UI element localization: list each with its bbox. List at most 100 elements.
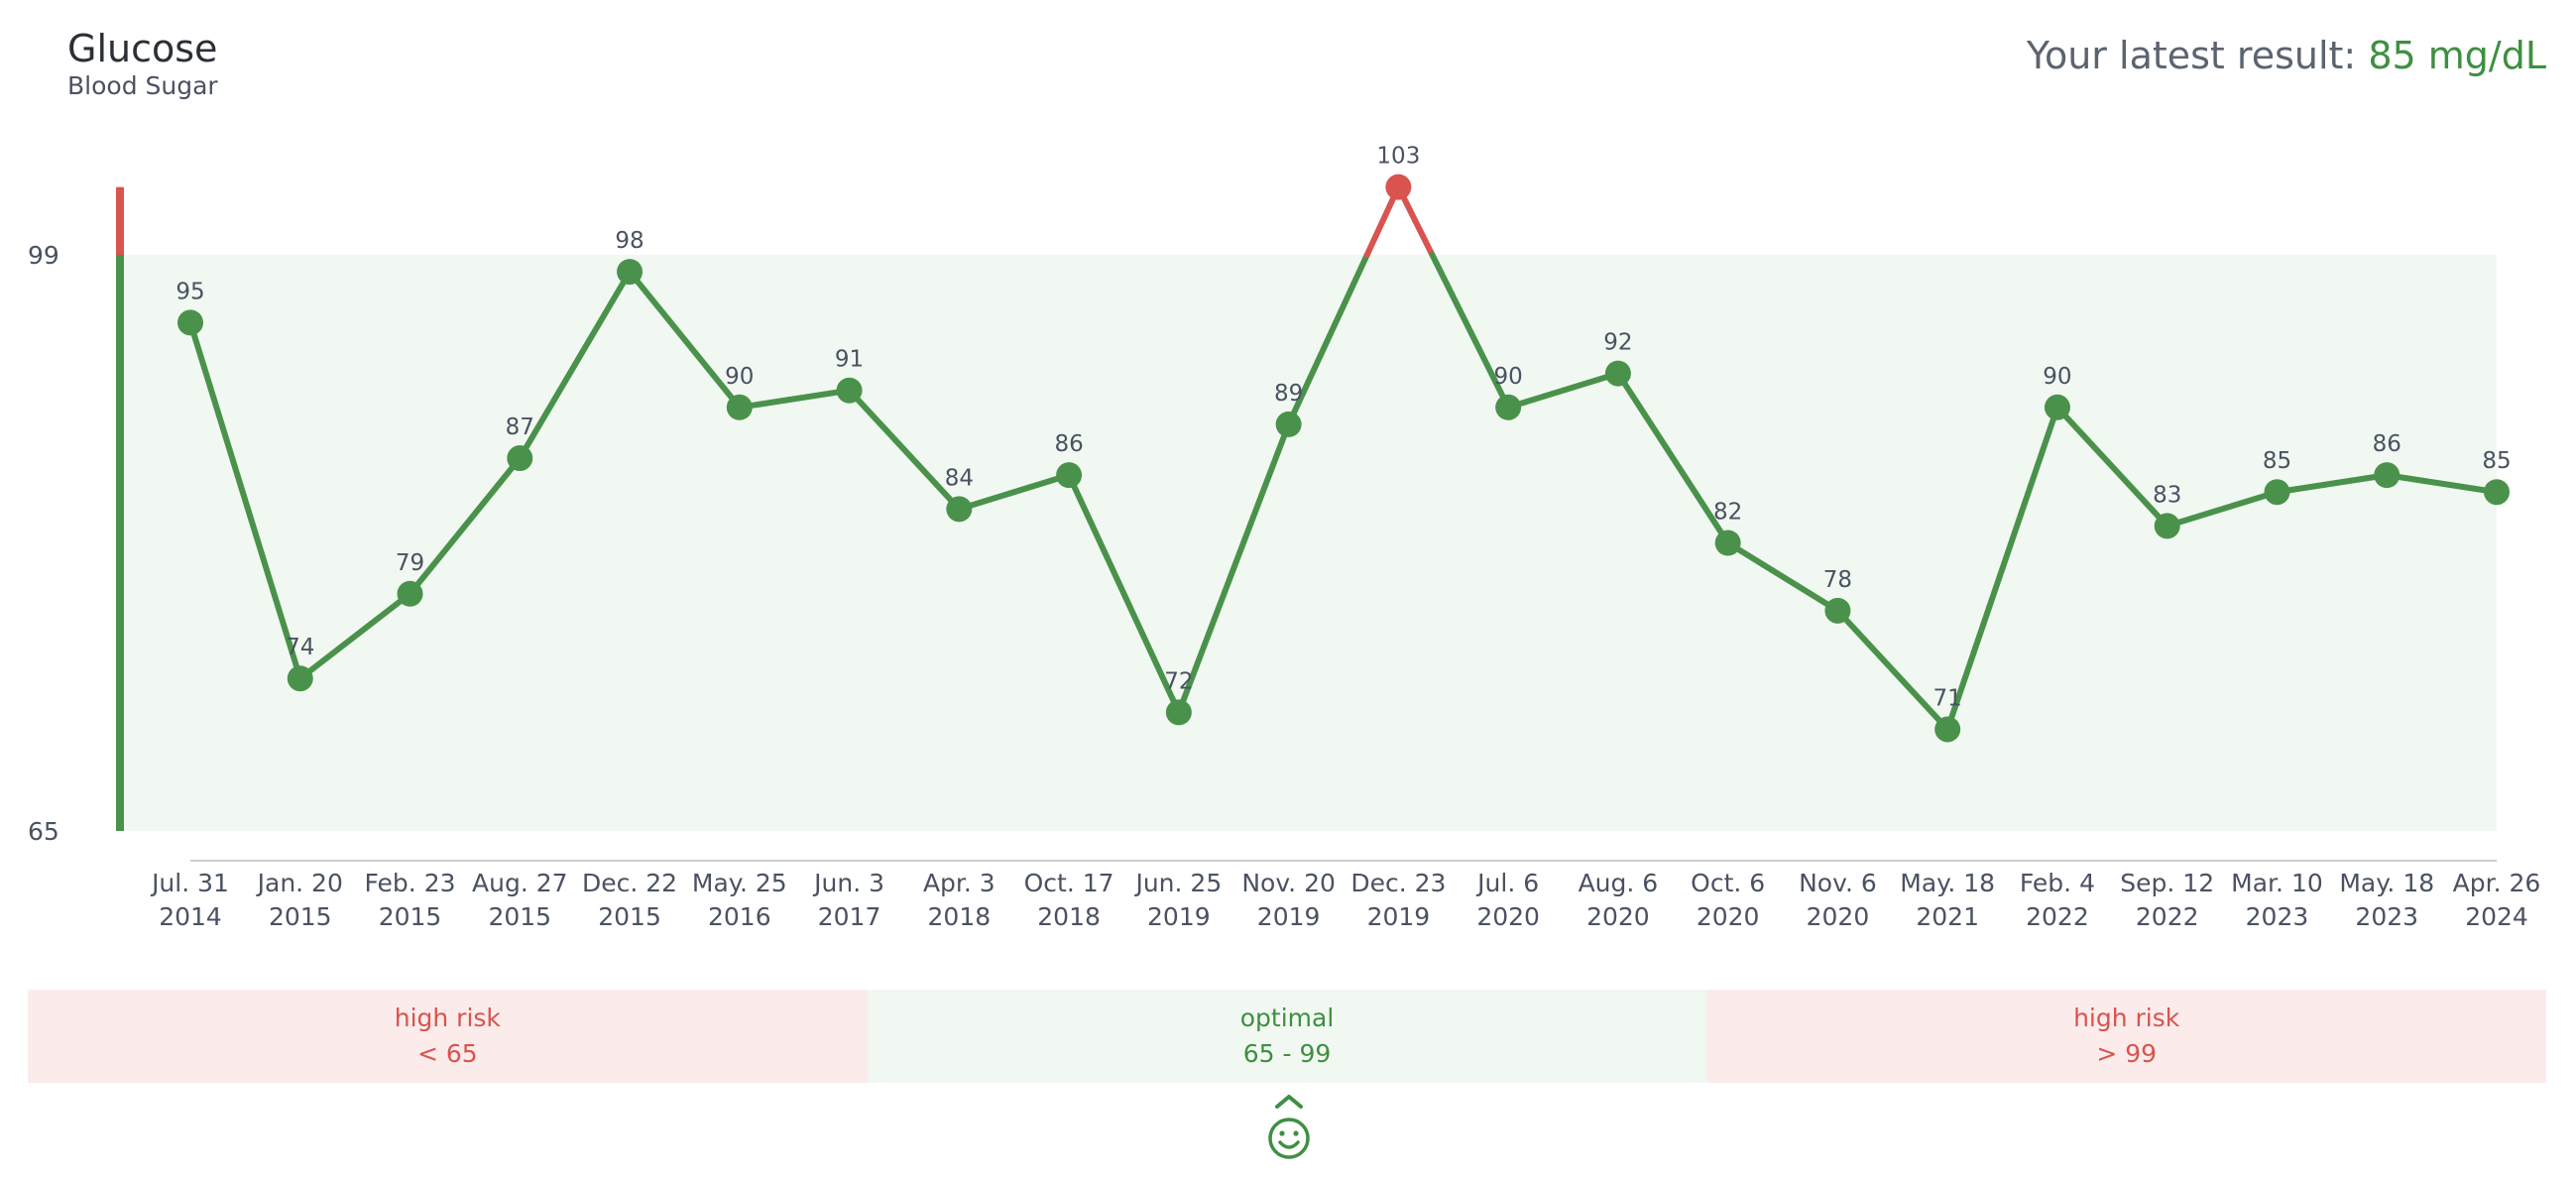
data-point bbox=[287, 665, 313, 692]
page-title: Glucose bbox=[67, 27, 218, 70]
data-point bbox=[1385, 174, 1412, 200]
chart-header: Glucose Blood Sugar bbox=[67, 26, 218, 101]
series-line-segment bbox=[1724, 539, 1841, 614]
x-tick-label: Feb. 4 2022 bbox=[2020, 869, 2095, 931]
data-value-label: 90 bbox=[2043, 364, 2071, 390]
data-point bbox=[836, 377, 863, 404]
series-line-segment bbox=[956, 472, 1073, 513]
range-optimal: optimal 65 - 99 bbox=[867, 990, 1707, 1083]
latest-result: Your latest result: 85 mg/dL bbox=[2027, 34, 2546, 77]
latest-result-label: Your latest result: bbox=[2026, 34, 2357, 77]
data-value-label: 90 bbox=[1494, 364, 1523, 390]
data-point bbox=[1495, 394, 1522, 420]
data-point bbox=[617, 259, 644, 286]
smiley-face-icon bbox=[1268, 1095, 1310, 1159]
data-value-label: 83 bbox=[2153, 482, 2181, 508]
x-tick-label: Jul. 6 2020 bbox=[1475, 869, 1540, 931]
data-point bbox=[2264, 479, 2290, 506]
data-point bbox=[397, 580, 423, 607]
x-tick-label: Apr. 26 2024 bbox=[2453, 869, 2541, 931]
series-line-segment bbox=[846, 387, 963, 513]
series-line-segment bbox=[1944, 404, 2060, 733]
data-point bbox=[1275, 411, 1302, 437]
series-line-segment bbox=[407, 455, 524, 597]
data-value-label: 95 bbox=[176, 279, 204, 304]
data-value-label: 85 bbox=[2263, 448, 2291, 474]
x-tick-label: Dec. 23 2019 bbox=[1350, 869, 1446, 931]
y-tick-label: 65 bbox=[28, 817, 59, 846]
x-tick-label: Apr. 3 2018 bbox=[923, 869, 995, 931]
data-value-label: 79 bbox=[396, 550, 424, 576]
x-tick-label: Oct. 6 2020 bbox=[1691, 869, 1765, 931]
data-value-label: 92 bbox=[1603, 330, 1632, 356]
x-tick-label: May. 25 2016 bbox=[692, 869, 787, 931]
page-subtitle: Blood Sugar bbox=[67, 71, 218, 100]
data-point bbox=[2374, 462, 2400, 489]
x-tick-label: May. 18 2021 bbox=[1900, 869, 1995, 931]
data-point bbox=[1934, 716, 1961, 743]
range-bar-normal-segment bbox=[116, 255, 124, 831]
data-value-label: 78 bbox=[1823, 567, 1852, 593]
x-tick-label: Dec. 22 2015 bbox=[582, 869, 677, 931]
series-line-segment bbox=[1066, 472, 1182, 716]
data-value-label: 89 bbox=[1274, 381, 1303, 407]
data-value-label: 90 bbox=[725, 364, 754, 390]
range-optimal-label: optimal bbox=[1239, 1004, 1335, 1032]
series-line-segment bbox=[1505, 370, 1621, 411]
x-tick-label: Aug. 6 2020 bbox=[1579, 869, 1659, 931]
x-tick-label: May. 18 2023 bbox=[2339, 869, 2434, 931]
latest-result-value: 85 mg/dL bbox=[2368, 34, 2546, 77]
data-value-label: 86 bbox=[1054, 431, 1083, 457]
data-point bbox=[2154, 513, 2180, 539]
data-value-label: 85 bbox=[2482, 448, 2511, 474]
series-line-segment bbox=[1834, 607, 1951, 733]
x-tick-label: Nov. 6 2020 bbox=[1799, 869, 1877, 931]
x-tick-label: Jun. 25 2019 bbox=[1133, 869, 1222, 931]
y-tick-label: 99 bbox=[28, 241, 59, 270]
data-value-label: 87 bbox=[506, 414, 534, 440]
data-point bbox=[1714, 530, 1741, 556]
normal-range-band bbox=[123, 255, 2497, 831]
range-high-risk: high risk > 99 bbox=[1706, 990, 2547, 1083]
data-value-label: 86 bbox=[2373, 431, 2401, 457]
data-point bbox=[726, 394, 753, 420]
series-line-segment bbox=[296, 590, 413, 682]
series-line-segment bbox=[2384, 472, 2500, 496]
data-point bbox=[2484, 479, 2510, 506]
x-tick-label: Jan. 20 2015 bbox=[256, 869, 343, 931]
data-point bbox=[507, 445, 533, 472]
x-tick-label: Feb. 23 2015 bbox=[365, 869, 456, 931]
data-value-label: 91 bbox=[835, 347, 864, 373]
glucose-line-chart: 99 65 Jul. 31 2014 Jan. 20 2015 Feb. 23 2015 Aug… bbox=[28, 144, 2541, 931]
range-low-value: < 65 bbox=[416, 1039, 478, 1068]
range-optimal-value: 65 - 99 bbox=[1242, 1039, 1332, 1068]
series-line-segment bbox=[1614, 370, 1731, 546]
range-bar-high-segment bbox=[116, 186, 124, 255]
data-point bbox=[1056, 462, 1083, 489]
data-point bbox=[177, 309, 203, 336]
data-value-label: 98 bbox=[615, 228, 644, 254]
range-low-label: high risk bbox=[394, 1004, 501, 1032]
x-tick-label: Mar. 10 2023 bbox=[2231, 869, 2323, 931]
x-tick-label: Jul. 31 2014 bbox=[150, 869, 229, 931]
series-line-segment bbox=[1285, 252, 1370, 427]
series-line-segment bbox=[2164, 489, 2281, 530]
series-line-segment bbox=[627, 269, 743, 411]
data-value-label: 82 bbox=[1713, 500, 1742, 526]
x-tick-label: Sep. 12 2022 bbox=[2120, 869, 2214, 931]
data-value-label: 72 bbox=[1164, 668, 1193, 694]
range-high-label: high risk bbox=[2073, 1004, 2180, 1032]
x-tick-label: Oct. 17 2018 bbox=[1024, 869, 1114, 931]
series-line-segment bbox=[517, 269, 634, 462]
range-low-risk: high risk < 65 bbox=[28, 990, 868, 1083]
series-line-segment bbox=[736, 387, 853, 411]
data-value-label: 71 bbox=[1933, 685, 1962, 711]
data-value-label: 84 bbox=[945, 465, 974, 491]
data-point bbox=[1604, 360, 1631, 387]
range-bar: high risk < 65 optimal 65 - 99 high risk… bbox=[28, 990, 2547, 1083]
series-line-segment bbox=[2053, 404, 2170, 530]
data-point bbox=[1165, 699, 1192, 726]
x-tick-label: Nov. 20 2019 bbox=[1241, 869, 1336, 931]
range-high-value: > 99 bbox=[2096, 1039, 2158, 1068]
data-point bbox=[1824, 597, 1851, 624]
